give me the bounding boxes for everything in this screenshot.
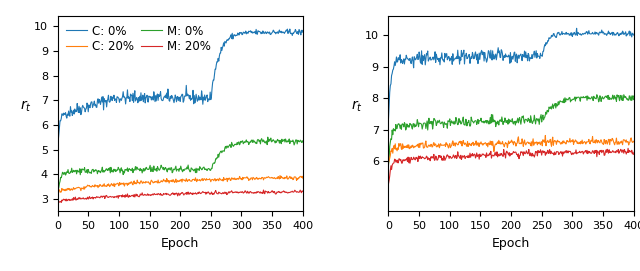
C: 20%: (202, 3.79): 20%: (202, 3.79) — [177, 178, 185, 181]
C: 0%: (379, 9.88): 0%: (379, 9.88) — [286, 27, 294, 31]
M: 0%: (293, 5.29): 0%: (293, 5.29) — [234, 141, 241, 144]
C: 0%: (293, 9.63): 0%: (293, 9.63) — [234, 34, 241, 37]
C: 0%: (144, 7.12): 0%: (144, 7.12) — [142, 96, 150, 99]
M: 20%: (201, 3.23): 20%: (201, 3.23) — [177, 192, 184, 195]
M: 0%: (219, 4.24): 0%: (219, 4.24) — [188, 167, 196, 170]
Line: C: 0%: C: 0% — [58, 29, 303, 153]
M: 20%: (293, 3.26): 20%: (293, 3.26) — [234, 191, 241, 194]
M: 20%: (144, 3.17): 20%: (144, 3.17) — [142, 193, 150, 196]
C: 0%: (52, 6.73): 0%: (52, 6.73) — [86, 105, 93, 109]
C: 20%: (0, 3.28): 20%: (0, 3.28) — [54, 191, 61, 194]
M: 20%: (0, 2.78): 20%: (0, 2.78) — [54, 203, 61, 206]
Line: M: 20%: M: 20% — [58, 190, 303, 204]
Legend: C: 0%, C: 20%, M: 0%, M: 20%: C: 0%, C: 20%, M: 0%, M: 20% — [63, 22, 213, 56]
M: 0%: (201, 4.33): 0%: (201, 4.33) — [177, 164, 184, 168]
C: 0%: (219, 7.04): 0%: (219, 7.04) — [188, 98, 196, 101]
C: 0%: (201, 7.15): 0%: (201, 7.15) — [177, 95, 184, 98]
M: 20%: (400, 3.32): 20%: (400, 3.32) — [299, 189, 307, 193]
C: 20%: (400, 3.85): 20%: (400, 3.85) — [299, 176, 307, 180]
M: 0%: (144, 4.26): 0%: (144, 4.26) — [142, 166, 150, 169]
C: 20%: (363, 3.95): 20%: (363, 3.95) — [276, 174, 284, 177]
M: 0%: (0, 3.15): 0%: (0, 3.15) — [54, 194, 61, 197]
Line: C: 20%: C: 20% — [58, 176, 303, 192]
C: 0%: (0, 4.85): 0%: (0, 4.85) — [54, 152, 61, 155]
M: 0%: (400, 5.36): 0%: (400, 5.36) — [299, 139, 307, 143]
Y-axis label: $r_t$: $r_t$ — [351, 98, 362, 114]
X-axis label: Epoch: Epoch — [492, 237, 530, 250]
C: 20%: (1, 3.27): 20%: (1, 3.27) — [54, 191, 62, 194]
X-axis label: Epoch: Epoch — [161, 237, 199, 250]
M: 0%: (255, 4.46): 0%: (255, 4.46) — [210, 161, 218, 164]
C: 0%: (255, 7.82): 0%: (255, 7.82) — [210, 79, 218, 82]
Line: M: 0%: M: 0% — [58, 137, 303, 195]
Y-axis label: $r_t$: $r_t$ — [20, 98, 31, 114]
C: 20%: (145, 3.68): 20%: (145, 3.68) — [143, 180, 150, 184]
C: 20%: (53, 3.5): 20%: (53, 3.5) — [86, 185, 94, 188]
M: 0%: (343, 5.51): 0%: (343, 5.51) — [264, 136, 271, 139]
M: 20%: (336, 3.36): 20%: (336, 3.36) — [260, 188, 268, 192]
C: 20%: (256, 3.81): 20%: (256, 3.81) — [211, 177, 218, 180]
M: 20%: (52, 3.1): 20%: (52, 3.1) — [86, 195, 93, 198]
M: 20%: (255, 3.19): 20%: (255, 3.19) — [210, 193, 218, 196]
C: 20%: (294, 3.84): 20%: (294, 3.84) — [234, 177, 241, 180]
C: 20%: (220, 3.79): 20%: (220, 3.79) — [189, 178, 196, 181]
C: 0%: (400, 9.82): 0%: (400, 9.82) — [299, 29, 307, 32]
M: 0%: (52, 4.06): 0%: (52, 4.06) — [86, 171, 93, 175]
M: 20%: (219, 3.23): 20%: (219, 3.23) — [188, 192, 196, 195]
